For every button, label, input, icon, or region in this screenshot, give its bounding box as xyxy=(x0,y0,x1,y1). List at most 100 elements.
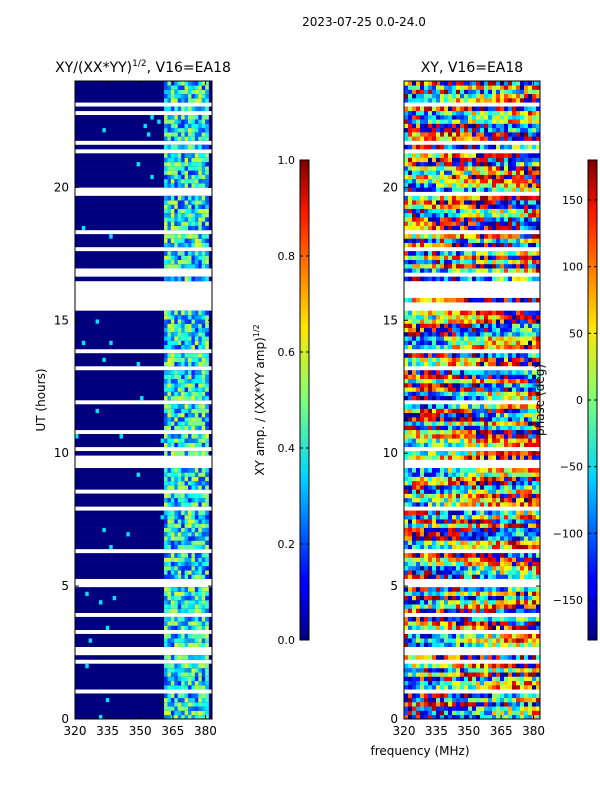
amp-heat-cell xyxy=(167,391,172,397)
amp-heat-cell xyxy=(194,323,199,328)
amp-heat-cell xyxy=(167,672,172,677)
phase-heat-cell xyxy=(524,561,529,567)
amp-heat-cell xyxy=(191,238,196,243)
phase-heat-cell xyxy=(432,238,437,243)
phase-heat-cell xyxy=(448,616,453,622)
amp-heat-cell xyxy=(194,374,199,380)
phase-heat-cell xyxy=(408,472,413,477)
amp-heat-cell xyxy=(205,625,209,630)
phase-heat-cell xyxy=(440,472,445,477)
amp-heat-cell xyxy=(167,238,172,243)
phase-heat-cell xyxy=(476,706,481,711)
amp-heat-cell xyxy=(174,667,179,673)
amp-heat-cell xyxy=(184,417,189,422)
amp-heat-cell xyxy=(194,667,199,673)
phase-heat-cell xyxy=(524,565,529,571)
amp-heat-cell xyxy=(188,319,192,324)
phase-heat-cell xyxy=(516,263,521,269)
phase-heat-cell xyxy=(412,502,417,507)
amp-heat-cell xyxy=(167,217,172,222)
phase-heat-cell xyxy=(480,561,485,567)
amp-heat-cell xyxy=(164,425,168,431)
amp-heat-row xyxy=(75,85,212,90)
phase-heat-cell xyxy=(440,297,445,303)
amp-heat-cell xyxy=(188,404,192,409)
phase-heat-cell xyxy=(424,489,429,494)
phase-heat-cell xyxy=(532,684,537,690)
amp-heat-cell xyxy=(164,684,168,690)
phase-heat-cell xyxy=(516,510,521,516)
phase-heat-cell xyxy=(516,434,521,439)
amp-heat-cell xyxy=(181,531,185,537)
phase-heat-cell xyxy=(440,323,445,328)
phase-heat-cell xyxy=(504,523,509,528)
phase-heat-cell xyxy=(420,251,425,256)
phase-heat-cell xyxy=(468,616,473,622)
phase-heat-cell xyxy=(420,331,425,337)
phase-heat-cell xyxy=(416,536,421,541)
phase-heat-cell xyxy=(408,633,413,639)
amp-heat-cell xyxy=(164,574,168,579)
phase-heat-cell xyxy=(448,361,453,367)
amp-heat-cell xyxy=(205,701,209,707)
amp-heat-cell xyxy=(177,561,182,567)
phase-heat-cell xyxy=(516,238,521,243)
amp-heat-cell xyxy=(205,663,209,669)
amp-heat-cell xyxy=(181,638,185,643)
phase-heat-cell xyxy=(424,370,429,375)
phase-heat-cell xyxy=(472,382,477,388)
phase-heat-cell xyxy=(420,340,425,346)
amp-heat-cell xyxy=(194,157,199,163)
amp-heat-cell xyxy=(188,574,192,579)
phase-heat-cell xyxy=(468,489,473,494)
phase-heat-cell xyxy=(416,319,421,324)
phase-heat-cell xyxy=(448,591,453,596)
phase-heat-cell xyxy=(512,408,517,414)
phase-heat-cell xyxy=(416,251,421,256)
phase-heat-cell xyxy=(536,553,540,558)
amp-heat-cell xyxy=(164,519,168,524)
phase-heat-cell xyxy=(448,468,453,473)
amp-heat-cell xyxy=(170,480,175,486)
phase-heat-cell xyxy=(484,242,489,248)
phase-heat-cell xyxy=(420,314,425,320)
phase-heat-cell xyxy=(504,234,509,239)
amp-heat-cell xyxy=(164,599,168,605)
phase-heat-cell xyxy=(536,434,540,439)
phase-heat-cell xyxy=(456,527,461,533)
phase-heat-cell xyxy=(448,489,453,494)
phase-heat-cell xyxy=(424,655,429,660)
phase-heat-cell xyxy=(524,667,529,673)
phase-heat-cell xyxy=(428,514,433,520)
phase-heat-cell xyxy=(460,336,465,341)
amp-heat-cell xyxy=(177,353,182,358)
amp-heat-cell xyxy=(181,451,185,456)
amp-heat-cell xyxy=(174,221,179,226)
amp-heat-cell xyxy=(191,81,196,86)
phase-heat-cell xyxy=(464,608,469,613)
phase-heat-cell xyxy=(524,591,529,596)
phase-heat-cell xyxy=(528,480,533,486)
phase-heat-cell xyxy=(428,357,433,363)
phase-heat-cell xyxy=(472,502,477,507)
phase-heat-cell xyxy=(448,557,453,562)
phase-heat-cell xyxy=(432,540,437,545)
phase-heat-cell xyxy=(464,676,469,682)
amp-heat-cell xyxy=(194,633,199,639)
amp-heat-cell xyxy=(198,378,203,384)
phase-heat-cell xyxy=(536,374,540,380)
amp-heat-cell xyxy=(188,536,192,541)
phase-heat-cell xyxy=(428,667,433,673)
amp-heat-cell xyxy=(201,255,206,260)
phase-heat-cell xyxy=(476,523,481,528)
phase-heat-cell xyxy=(436,421,441,426)
amp-heat-cell xyxy=(164,183,168,188)
phase-heat-cell xyxy=(532,314,537,320)
phase-heat-cell xyxy=(456,574,461,579)
amp-heat-cell xyxy=(177,174,182,180)
phase-heat-cell xyxy=(404,574,409,579)
amp-heat-cell xyxy=(188,353,192,358)
amp-heat-cell xyxy=(184,676,189,682)
amp-heat-cell xyxy=(198,438,203,443)
phase-heat-cell xyxy=(408,234,413,239)
